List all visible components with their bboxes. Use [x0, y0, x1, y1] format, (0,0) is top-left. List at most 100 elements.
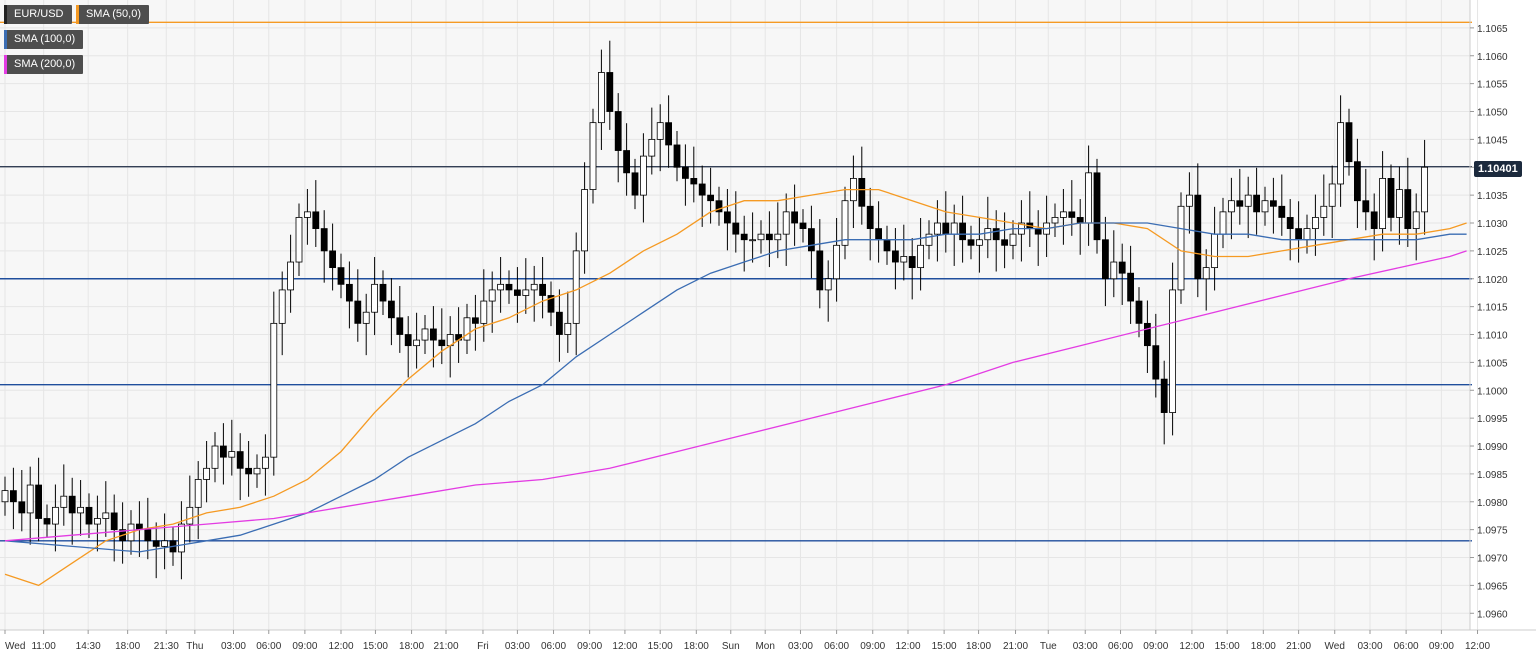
x-tick-label: 03:00 [788, 641, 813, 652]
candle-body [35, 484, 42, 519]
x-tick-label: 09:00 [577, 641, 602, 652]
y-tick-label: 1.0970 [1477, 554, 1508, 565]
x-tick-label: 03:00 [505, 641, 530, 652]
legend-sma100[interactable]: SMA (100,0) [4, 30, 84, 49]
candle-body [1421, 166, 1428, 213]
candle-body [572, 250, 580, 324]
candle-body [186, 506, 194, 525]
candle-body [1144, 322, 1151, 347]
candle-body [782, 211, 790, 235]
y-tick-label: 1.1000 [1477, 386, 1508, 397]
legend-eurusd[interactable]: EUR/USD [4, 5, 72, 24]
candle-body [312, 211, 320, 229]
candle-body [245, 467, 253, 475]
candle-body [404, 334, 412, 347]
candle-body [1244, 194, 1252, 207]
candle-body [866, 205, 874, 229]
x-tick-label: 14:30 [76, 641, 101, 652]
candle-body [1303, 228, 1311, 241]
x-tick-label: 12:00 [895, 641, 920, 652]
candle-body [371, 283, 379, 313]
y-tick-label: 1.0965 [1477, 581, 1508, 592]
candle-body [177, 523, 185, 553]
candle-body [94, 518, 101, 525]
candle-body [715, 200, 723, 213]
candle-body [556, 311, 563, 335]
candle-body [1337, 122, 1344, 185]
legend-sma50[interactable]: SMA (50,0) [75, 5, 149, 24]
candle-body [85, 506, 93, 525]
candle-body [816, 250, 824, 291]
x-tick-label: 15:00 [648, 641, 673, 652]
candle-body [1, 490, 9, 503]
legend-sma200[interactable]: SMA (200,0) [4, 55, 84, 74]
x-tick-label: 18:00 [115, 641, 140, 652]
candle-body [640, 155, 647, 196]
candle-body [1261, 200, 1269, 213]
y-tick-label: 1.1050 [1477, 108, 1508, 119]
candle-body [833, 244, 840, 280]
candle-body [992, 228, 1000, 241]
candle-body [1060, 211, 1067, 218]
x-tick-label: 06:00 [824, 641, 849, 652]
candle-body [387, 300, 395, 319]
candle-body [1236, 200, 1244, 207]
candle-body [959, 222, 966, 241]
legend-sma100-swatch [4, 30, 7, 49]
candle-body [707, 194, 714, 202]
x-tick-label: 09:00 [292, 641, 317, 652]
candle-body [52, 506, 59, 525]
x-tick-label: 03:00 [1073, 641, 1098, 652]
candle-body [1085, 172, 1092, 224]
candle-body [1076, 217, 1084, 224]
candle-body [598, 72, 605, 124]
candle-body [362, 311, 370, 324]
candle-body [623, 150, 630, 174]
candle-body [1228, 200, 1235, 213]
y-tick-label: 1.1060 [1477, 52, 1508, 63]
x-tick-label: 21:00 [433, 641, 458, 652]
candle-body [1001, 239, 1008, 246]
y-tick-label: 1.1035 [1477, 191, 1508, 202]
candle-body [1328, 183, 1336, 207]
candle-body [236, 451, 244, 469]
candle-body [1051, 217, 1059, 224]
candle-body [950, 222, 958, 235]
legend-sma50-swatch [75, 5, 79, 24]
candle-body [480, 300, 488, 324]
candle-body [673, 144, 681, 168]
candle-body [690, 178, 698, 185]
x-tick-label: 06:00 [541, 641, 566, 652]
x-tick-label: 09:00 [1429, 641, 1454, 652]
x-tick-label: 15:00 [1215, 641, 1240, 652]
x-tick-label: Tue [1040, 641, 1057, 652]
x-tick-label: 21:30 [154, 641, 179, 652]
candle-body [211, 445, 219, 469]
legend-eurusd-label: EUR/USD [14, 8, 64, 20]
sma50-line [4, 188, 1467, 587]
candle-body [1370, 211, 1378, 229]
candle-body [102, 512, 110, 519]
candle-body [471, 317, 479, 324]
x-tick-label: Wed [5, 641, 25, 652]
plot-background [0, 0, 1470, 630]
candle-body [354, 300, 362, 324]
y-tick-label: 1.0975 [1477, 526, 1508, 537]
legend-eurusd-swatch [4, 5, 7, 24]
candle-body [581, 189, 588, 252]
candle-body [413, 339, 421, 347]
candle-body [278, 289, 286, 324]
sma200-line [4, 250, 1467, 542]
candle-body [1186, 194, 1193, 207]
candle-body [68, 495, 76, 514]
candle-body [1379, 178, 1386, 229]
candle-body [270, 322, 278, 458]
candle-body [396, 317, 404, 335]
candle-body [564, 322, 572, 335]
x-axis: Wed 11:00 14:30 18:00 21:30 Thu 03:00 06:00 09:0… [4, 630, 1490, 652]
candle-body [698, 183, 706, 196]
candle-body [152, 540, 160, 547]
candle-body [505, 283, 513, 291]
y-tick-label: 1.1025 [1477, 247, 1508, 258]
